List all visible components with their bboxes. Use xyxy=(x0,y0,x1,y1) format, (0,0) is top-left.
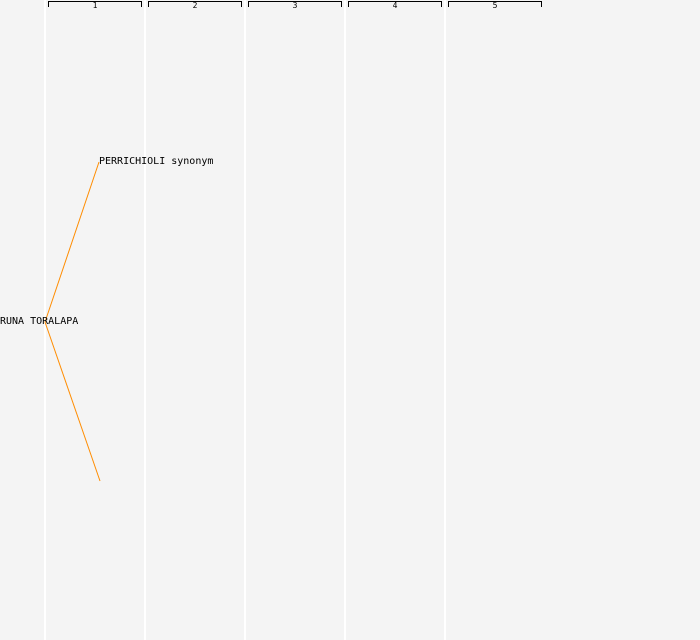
column-header-1: 1 xyxy=(48,1,142,10)
column-label: 3 xyxy=(292,1,298,10)
column-header-5: 5 xyxy=(448,1,542,10)
column-header-4: 4 xyxy=(348,1,442,10)
edge-root-child2 xyxy=(44,321,101,482)
column-separator xyxy=(444,0,446,640)
column-label: 5 xyxy=(492,1,498,10)
column-separator xyxy=(244,0,246,640)
column-label: 2 xyxy=(192,1,198,10)
column-separator xyxy=(44,0,46,640)
edge-root-child1 xyxy=(44,161,100,323)
node-root[interactable]: RUNA TORALAPA xyxy=(0,316,79,327)
column-separator xyxy=(344,0,346,640)
column-label: 1 xyxy=(92,1,98,10)
column-header-2: 2 xyxy=(148,1,242,10)
column-header-3: 3 xyxy=(248,1,342,10)
column-label: 4 xyxy=(392,1,398,10)
column-separator xyxy=(144,0,146,640)
node-child1[interactable]: PERRICHIOLI synonym xyxy=(99,156,214,167)
